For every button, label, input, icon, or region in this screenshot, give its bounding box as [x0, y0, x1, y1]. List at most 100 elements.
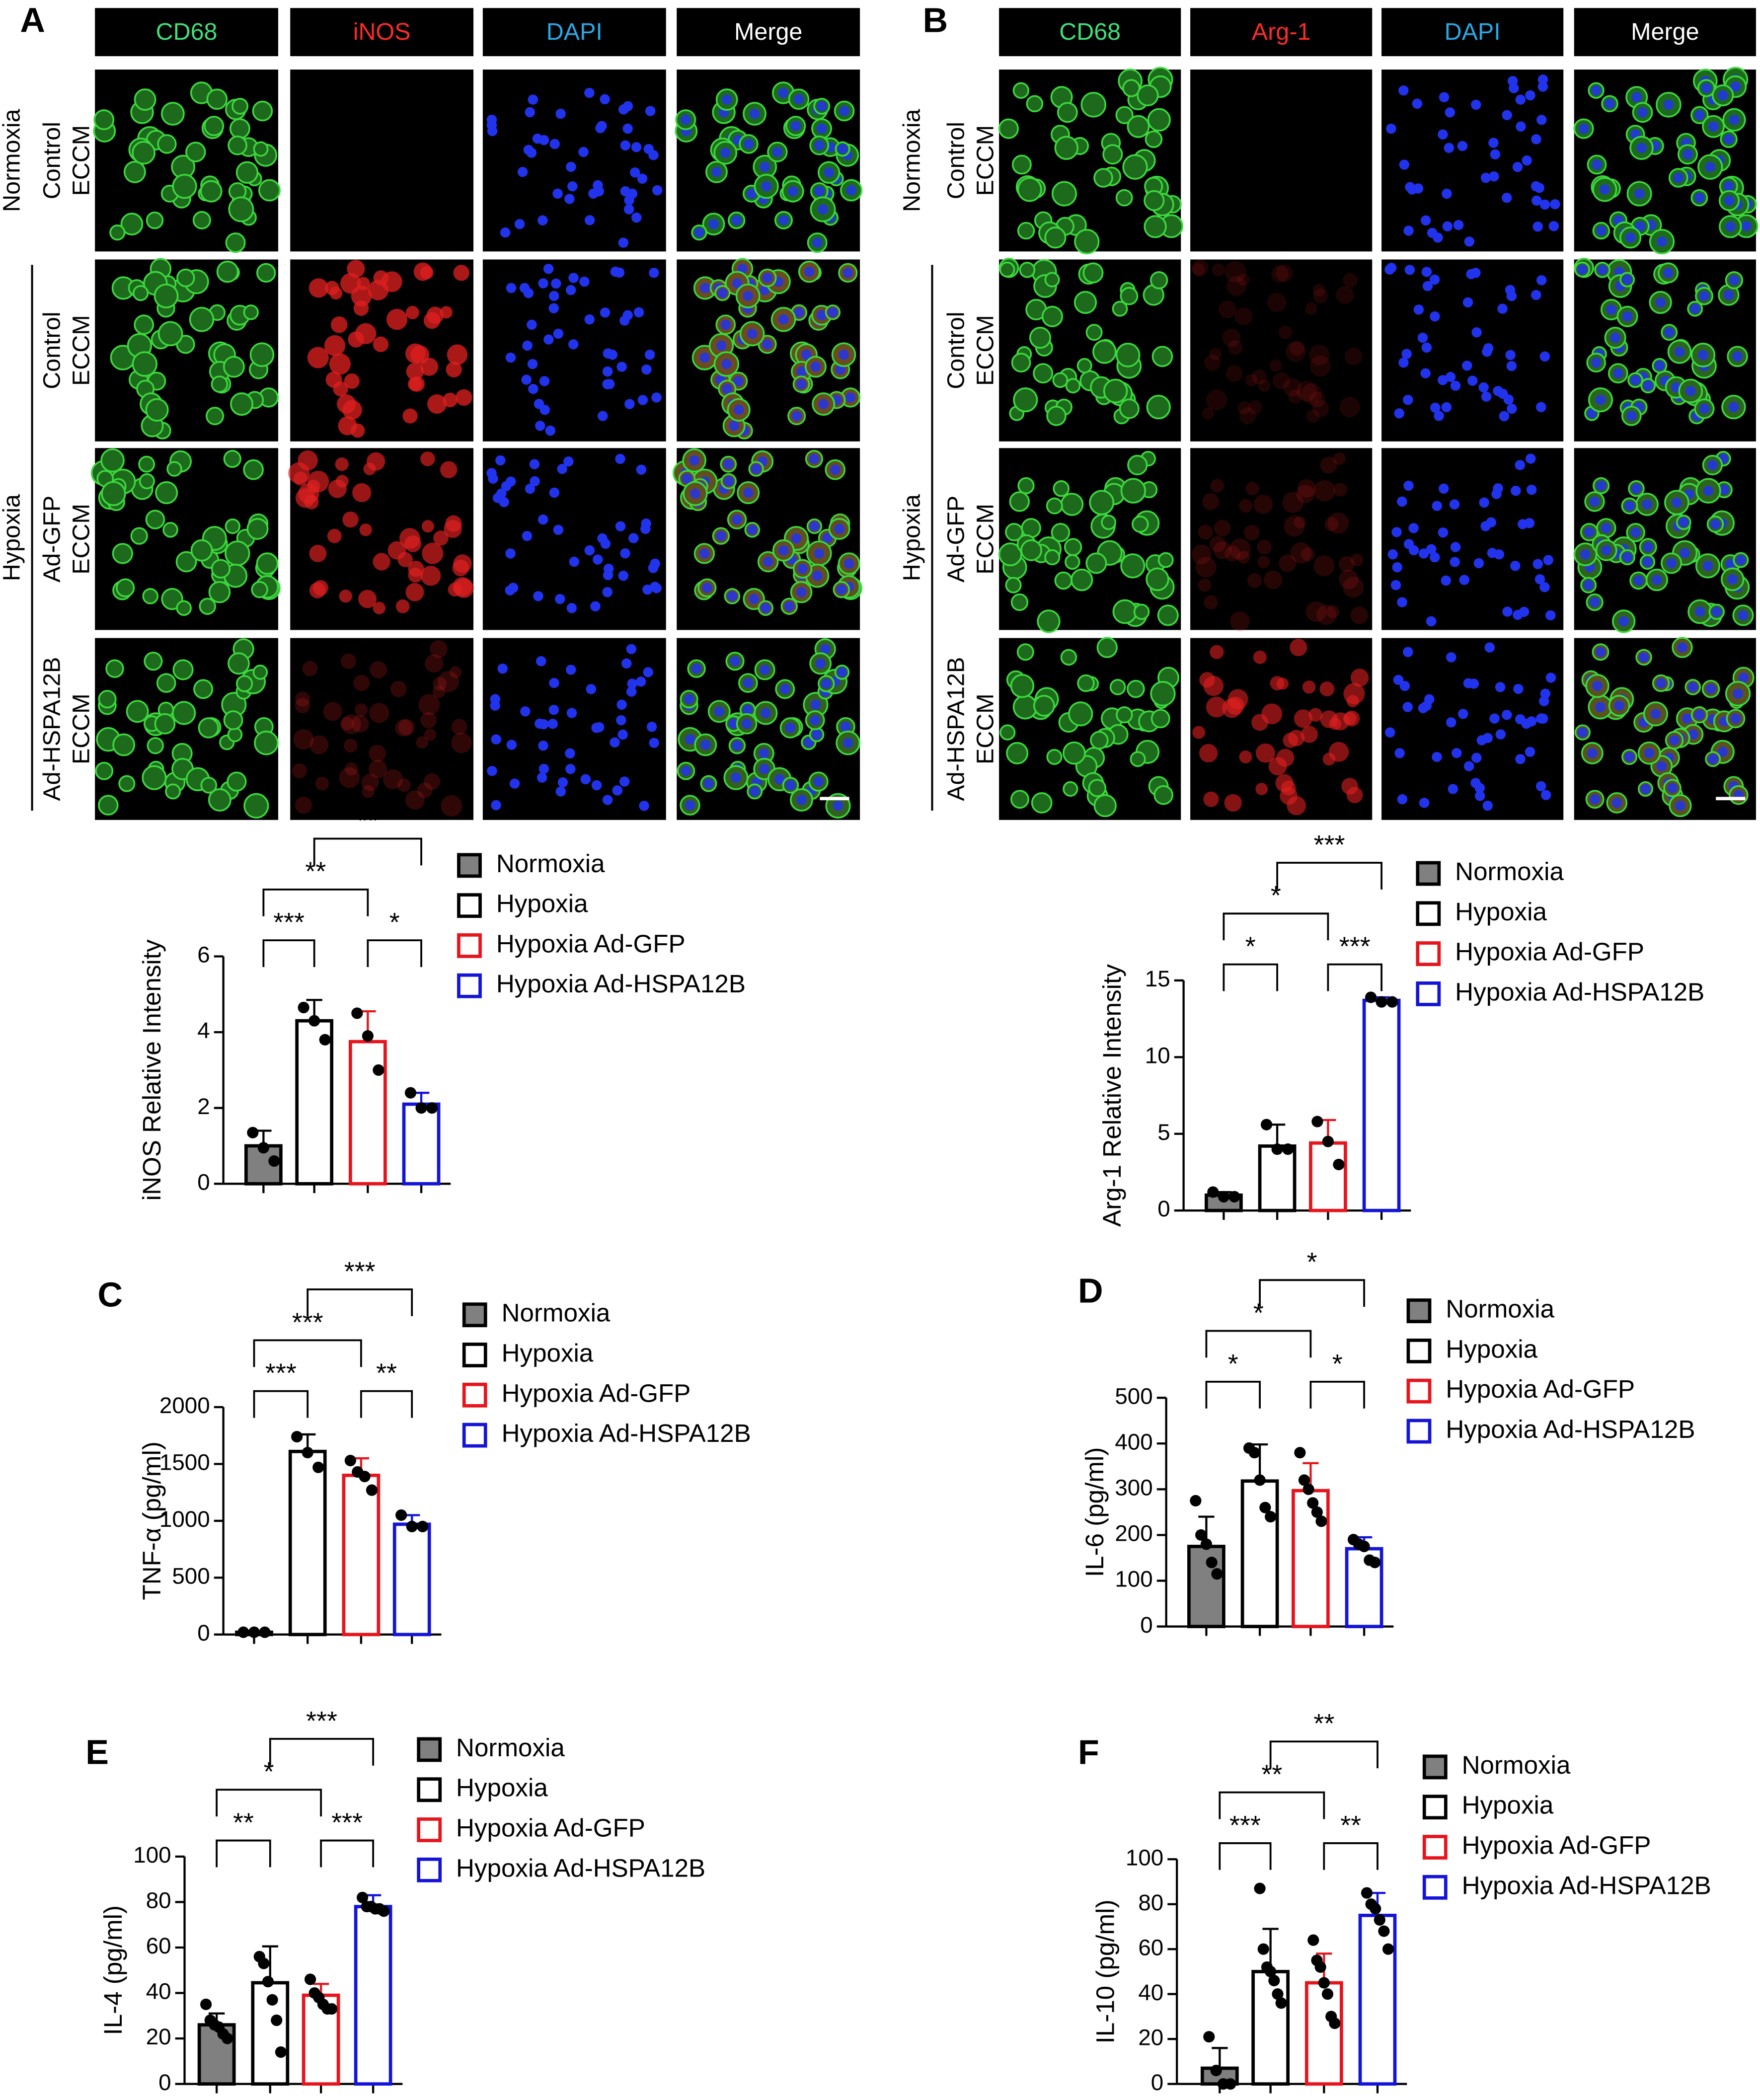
nucleus: [1543, 555, 1553, 565]
cell: [223, 710, 243, 731]
nucleus: [817, 101, 827, 112]
significance-bracket: [1223, 912, 1329, 941]
cell: [1257, 555, 1270, 568]
y-tick-label: 0: [158, 2070, 171, 2095]
nucleus: [1592, 159, 1602, 170]
cell: [413, 262, 432, 281]
legend-swatch: [1406, 1298, 1432, 1324]
cell: [1239, 407, 1256, 425]
nucleus: [1650, 709, 1661, 719]
nucleus: [536, 656, 546, 667]
panel-letter: F: [1078, 1733, 1099, 1772]
data-point: [344, 1455, 356, 1467]
nucleus: [1461, 360, 1472, 371]
nucleus: [1728, 402, 1739, 412]
cell: [1309, 355, 1331, 377]
nucleus: [815, 658, 826, 669]
cell: [109, 224, 126, 241]
nucleus: [761, 708, 771, 718]
cell: [227, 771, 247, 792]
nucleus: [649, 738, 659, 748]
nucleus: [820, 644, 831, 655]
data-point: [1254, 1882, 1266, 1894]
cell: [112, 543, 133, 564]
cell: [1044, 272, 1060, 288]
micrograph: [1381, 638, 1564, 820]
nucleus: [1587, 408, 1597, 419]
cell: [370, 661, 387, 678]
data-point: [200, 1998, 212, 2011]
cell: [1133, 603, 1150, 620]
nucleus: [1433, 232, 1443, 243]
cell: [433, 676, 447, 691]
nucleus: [1538, 713, 1548, 724]
nucleus: [555, 786, 566, 797]
nucleus: [846, 185, 856, 196]
nucleus: [1729, 115, 1740, 125]
cell: [386, 308, 408, 330]
nucleus: [1680, 548, 1690, 558]
nucleus: [1540, 688, 1551, 699]
nucleus: [743, 487, 754, 498]
cell: [1288, 389, 1302, 404]
nucleus: [527, 359, 538, 370]
column-header-box: [1574, 8, 1756, 57]
legend-label: Normoxia: [496, 849, 605, 878]
nucleus: [1525, 90, 1535, 101]
cell: [176, 268, 195, 288]
cell: [1077, 674, 1095, 692]
data-point: [415, 1102, 427, 1114]
data-point: [1200, 1538, 1212, 1550]
significance-bracket: [1276, 862, 1382, 890]
cell: [1127, 115, 1150, 138]
cell: [105, 659, 124, 678]
nucleus: [1430, 552, 1440, 563]
nucleus: [1525, 747, 1535, 757]
nucleus: [1699, 291, 1709, 301]
nucleus: [624, 399, 635, 409]
y-tick-label: 0: [1157, 1196, 1170, 1221]
data-point: [257, 1142, 269, 1154]
cell: [329, 287, 343, 300]
data-point: [262, 1976, 274, 1988]
cell: [1253, 495, 1273, 514]
nucleus: [791, 533, 802, 544]
nucleus: [1441, 575, 1451, 586]
nucleus: [762, 339, 772, 350]
nucleus: [1636, 143, 1647, 153]
nucleus: [839, 349, 849, 360]
nucleus: [517, 166, 528, 177]
nucleus: [1601, 523, 1611, 533]
cell: [1082, 262, 1104, 284]
micrograph: [1190, 70, 1373, 252]
nucleus: [1664, 327, 1675, 338]
cell: [438, 671, 459, 692]
data-point: [1224, 2078, 1236, 2090]
nucleus: [1679, 517, 1689, 527]
nucleus: [557, 463, 567, 474]
nucleus: [1412, 98, 1423, 109]
cell: [229, 118, 250, 139]
cell: [1248, 400, 1262, 414]
cell: [402, 408, 418, 424]
cell: [176, 600, 192, 616]
nucleus: [1439, 92, 1450, 102]
cell: [1112, 599, 1138, 624]
nucleus: [620, 548, 630, 559]
panel-letter: D: [1078, 1272, 1103, 1310]
nucleus: [1463, 761, 1474, 771]
cell: [156, 673, 176, 693]
nucleus: [530, 476, 540, 487]
cell: [405, 583, 424, 601]
data-point: [378, 1905, 390, 1917]
nucleus: [845, 392, 856, 403]
nucleus: [1701, 83, 1712, 93]
cell: [1199, 744, 1218, 763]
cell: [451, 732, 472, 753]
cell: [223, 356, 245, 378]
nucleus: [602, 366, 613, 377]
nucleus: [1741, 221, 1752, 231]
data-point: [1218, 1191, 1229, 1202]
cell: [1313, 480, 1335, 502]
cell: [399, 528, 420, 549]
